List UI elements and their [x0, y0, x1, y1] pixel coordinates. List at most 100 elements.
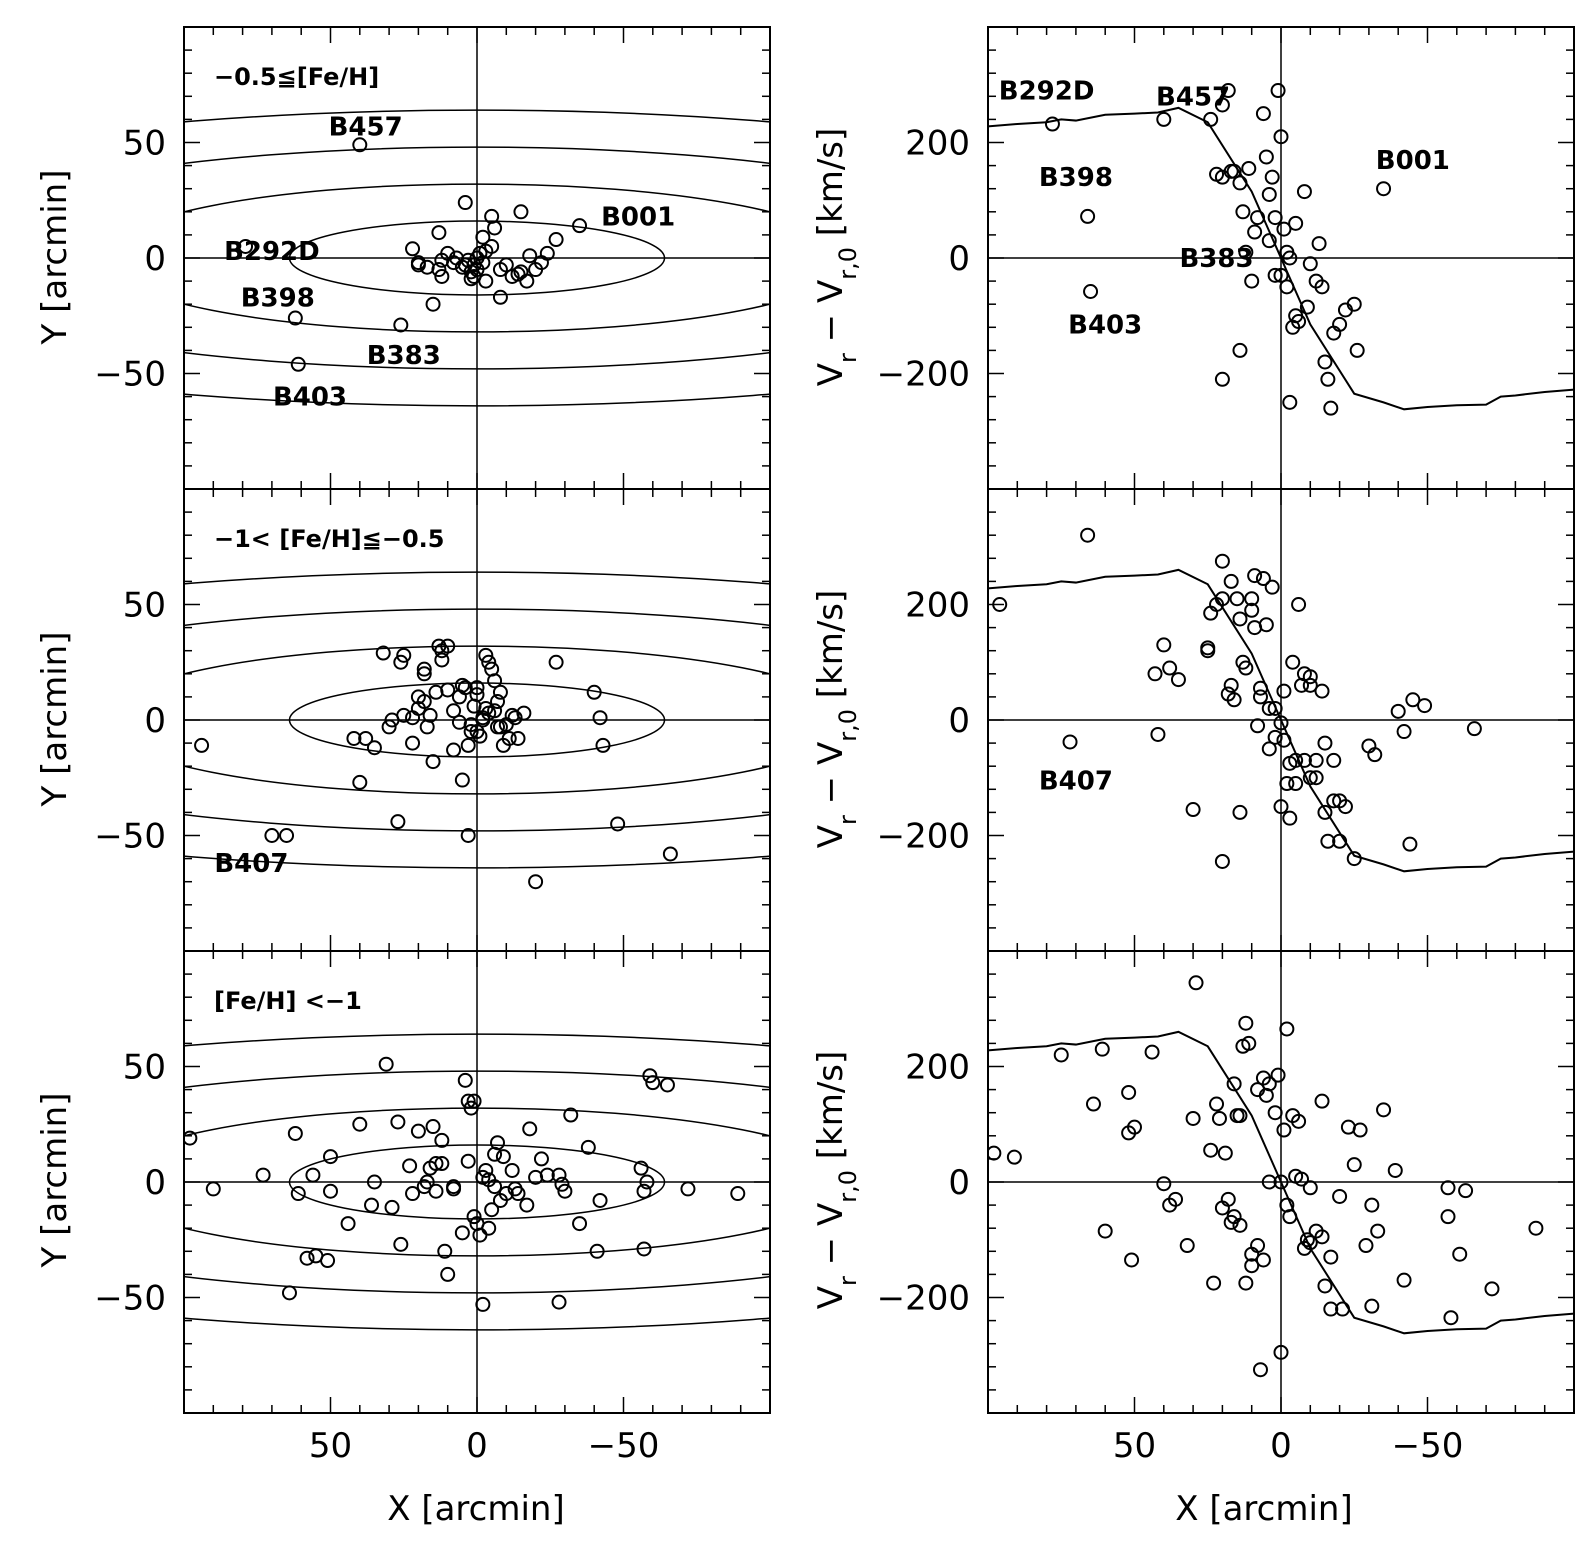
- data-point: [454, 772, 470, 788]
- data-point: [490, 719, 506, 735]
- data-point: [1276, 221, 1292, 237]
- data-point: [448, 250, 464, 266]
- data-point: [551, 1167, 567, 1183]
- plot-area: [184, 489, 770, 951]
- data-point: [636, 1241, 652, 1257]
- data-point: [1299, 299, 1315, 315]
- x-tick-label: −50: [588, 1426, 660, 1466]
- data-point: [410, 689, 426, 705]
- data-point: [1232, 804, 1248, 820]
- data-point: [1273, 129, 1289, 145]
- data-point: [352, 137, 368, 153]
- data-point: [457, 680, 473, 696]
- data-point: [451, 714, 467, 730]
- rotation-curve: [988, 106, 1574, 411]
- data-point: [457, 195, 473, 211]
- data-point: [1452, 1246, 1468, 1262]
- panel-left-bottom: 50 0 −50 50 0 −50 [Fe/H] <−1: [94, 950, 771, 1466]
- data-point: [1387, 1162, 1403, 1178]
- data-point: [1326, 752, 1342, 768]
- rotation-curve: [988, 568, 1574, 873]
- data-point: [1156, 111, 1172, 127]
- contour-ellipse: [184, 645, 770, 795]
- data-point: [659, 1077, 675, 1093]
- panel-title: −1< [Fe/H]≦−0.5: [214, 525, 445, 553]
- panel-title: [Fe/H] <−1: [214, 987, 362, 1015]
- data-point: [416, 666, 432, 682]
- data-point: [507, 1181, 523, 1197]
- data-point: [366, 1174, 382, 1190]
- data-point: [1364, 1298, 1380, 1314]
- data-point: [495, 737, 511, 753]
- data-point: [1244, 1258, 1260, 1274]
- data-point: [662, 846, 678, 862]
- data-point: [1282, 250, 1298, 266]
- y-tick-label: 0: [144, 1163, 166, 1203]
- data-point: [1346, 851, 1362, 867]
- point-label: B407: [1039, 767, 1113, 797]
- data-point: [428, 684, 444, 700]
- data-point: [1261, 186, 1277, 202]
- data-point: [519, 1197, 535, 1213]
- contour-ellipse: [288, 1144, 666, 1220]
- data-point: [1323, 1249, 1339, 1265]
- data-point: [1214, 853, 1230, 869]
- data-point: [580, 1139, 596, 1155]
- data-point: [1258, 617, 1274, 633]
- point-label: B403: [1068, 310, 1142, 340]
- data-point: [460, 1093, 476, 1109]
- data-point: [1185, 802, 1201, 818]
- contour-ellipse: [288, 220, 666, 296]
- data-point: [410, 257, 426, 273]
- data-point: [469, 687, 485, 703]
- data-point: [1402, 836, 1418, 852]
- point-label: B457: [329, 112, 403, 142]
- data-point: [1080, 208, 1096, 224]
- data-point: [1332, 833, 1348, 849]
- data-point: [454, 677, 470, 693]
- data-point: [1162, 660, 1178, 676]
- data-point: [405, 735, 421, 751]
- data-point: [287, 1125, 303, 1141]
- data-point: [1062, 734, 1078, 750]
- data-point: [1223, 573, 1239, 589]
- data-point: [1396, 724, 1412, 740]
- y-axis-title-right-top: Vr − Vr,0 [km/s]: [811, 128, 862, 387]
- y-tick-label: 0: [948, 1163, 970, 1203]
- data-point: [516, 705, 532, 721]
- panels: 50 0 −50 −0.5≦[Fe/H] B457 B001 B292D B398 B383 B4…: [94, 26, 1575, 1466]
- data-point: [290, 1186, 306, 1202]
- y-tick-label: 200: [905, 1048, 970, 1088]
- data-point: [1097, 1223, 1113, 1239]
- data-point: [425, 296, 441, 312]
- x-axis-title-left: X [arcmin]: [387, 1489, 565, 1529]
- data-point: [466, 268, 482, 284]
- data-point: [1314, 279, 1330, 295]
- data-point: [1417, 698, 1433, 714]
- data-point: [1258, 149, 1274, 165]
- y-tick-label: 200: [905, 586, 970, 626]
- data-point: [1282, 810, 1298, 826]
- y-tick-label: 50: [123, 1048, 166, 1088]
- data-point: [1302, 1180, 1318, 1196]
- data-point: [419, 719, 435, 735]
- data-point: [1267, 267, 1283, 283]
- y-tick-label: −50: [94, 355, 166, 395]
- data-point: [1390, 703, 1406, 719]
- contour-ellipse: [184, 109, 770, 407]
- rotation-curve: [988, 1030, 1574, 1335]
- data-point: [416, 661, 432, 677]
- data-point: [431, 262, 447, 278]
- data-point: [1150, 726, 1166, 742]
- point-label: B383: [1179, 244, 1253, 274]
- panel-right-bottom: 200 0 −200 50 0 −50: [877, 950, 1575, 1466]
- data-point: [595, 737, 611, 753]
- plot-area: [988, 27, 1574, 489]
- data-point: [1247, 224, 1263, 240]
- y-axis-title-right-bottom: Vr − Vr,0 [km/s]: [811, 1051, 862, 1310]
- data-point: [1206, 1275, 1222, 1291]
- data-point: [1308, 770, 1324, 786]
- data-point: [539, 1167, 555, 1183]
- data-point: [1282, 1209, 1298, 1225]
- data-point: [1250, 210, 1266, 226]
